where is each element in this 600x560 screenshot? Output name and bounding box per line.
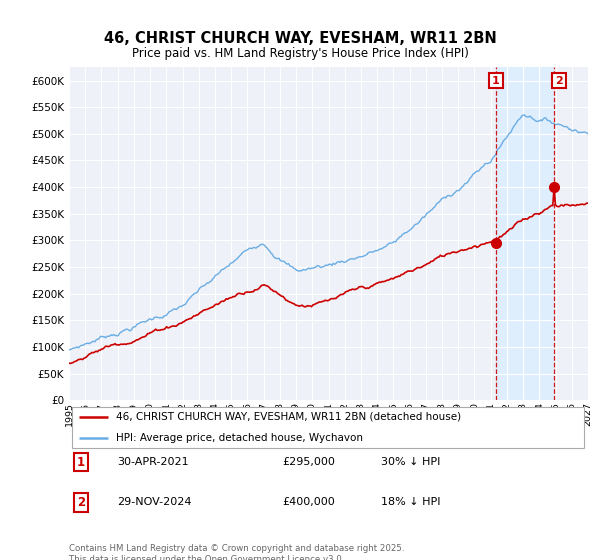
- FancyBboxPatch shape: [71, 407, 584, 448]
- Text: Price paid vs. HM Land Registry's House Price Index (HPI): Price paid vs. HM Land Registry's House …: [131, 47, 469, 60]
- Text: £400,000: £400,000: [282, 497, 335, 507]
- Text: 30-APR-2021: 30-APR-2021: [117, 457, 188, 467]
- Text: 46, CHRIST CHURCH WAY, EVESHAM, WR11 2BN: 46, CHRIST CHURCH WAY, EVESHAM, WR11 2BN: [104, 31, 496, 46]
- Text: 1: 1: [492, 76, 500, 86]
- Text: 46, CHRIST CHURCH WAY, EVESHAM, WR11 2BN (detached house): 46, CHRIST CHURCH WAY, EVESHAM, WR11 2BN…: [116, 412, 461, 422]
- Text: 29-NOV-2024: 29-NOV-2024: [117, 497, 191, 507]
- Bar: [496, 67, 554, 400]
- Text: Contains HM Land Registry data © Crown copyright and database right 2025.
This d: Contains HM Land Registry data © Crown c…: [69, 544, 404, 560]
- Text: 18% ↓ HPI: 18% ↓ HPI: [381, 497, 440, 507]
- Text: 2: 2: [77, 496, 85, 509]
- Text: HPI: Average price, detached house, Wychavon: HPI: Average price, detached house, Wych…: [116, 433, 363, 443]
- Text: 1: 1: [77, 455, 85, 469]
- Text: 2: 2: [555, 76, 563, 86]
- Text: 30% ↓ HPI: 30% ↓ HPI: [381, 457, 440, 467]
- Text: £295,000: £295,000: [282, 457, 335, 467]
